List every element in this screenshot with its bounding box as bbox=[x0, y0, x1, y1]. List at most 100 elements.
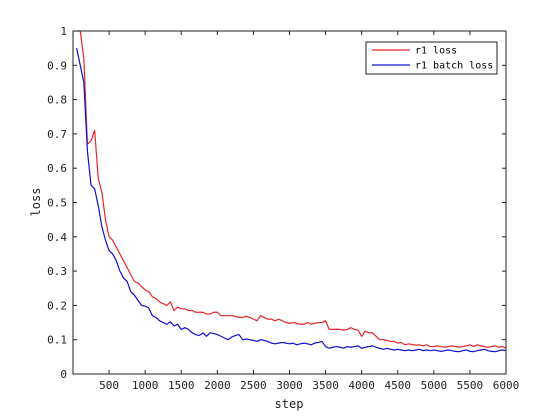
data-point-r1-batch-loss bbox=[408, 349, 409, 350]
data-point-r1-loss bbox=[329, 329, 330, 330]
data-point-r1-batch-loss bbox=[195, 334, 196, 335]
data-point-r1-loss bbox=[379, 339, 380, 340]
data-point-r1-batch-loss bbox=[134, 295, 135, 296]
data-point-r1-loss bbox=[325, 320, 326, 321]
data-point-r1-loss bbox=[282, 320, 283, 321]
data-point-r1-batch-loss bbox=[163, 322, 164, 323]
y-tick-label: 0.5 bbox=[47, 197, 67, 210]
x-tick-label: 3000 bbox=[276, 379, 303, 392]
data-point-r1-batch-loss bbox=[412, 350, 413, 351]
data-point-r1-loss bbox=[397, 343, 398, 344]
data-point-r1-batch-loss bbox=[271, 343, 272, 344]
plot-area-background bbox=[73, 31, 506, 374]
data-point-r1-batch-loss bbox=[422, 350, 423, 351]
data-point-r1-batch-loss bbox=[231, 336, 232, 337]
data-point-r1-batch-loss bbox=[498, 350, 499, 351]
data-point-r1-loss bbox=[202, 312, 203, 313]
data-point-r1-loss bbox=[271, 319, 272, 320]
data-point-r1-loss bbox=[484, 346, 485, 347]
data-point-r1-batch-loss bbox=[318, 342, 319, 343]
data-point-r1-batch-loss bbox=[448, 349, 449, 350]
data-point-r1-loss bbox=[303, 324, 304, 325]
data-point-r1-batch-loss bbox=[430, 350, 431, 351]
data-point-r1-loss bbox=[357, 330, 358, 331]
y-tick-label: 0.7 bbox=[47, 128, 67, 141]
data-point-r1-loss bbox=[314, 323, 315, 324]
data-point-r1-loss bbox=[383, 339, 384, 340]
data-point-r1-batch-loss bbox=[462, 350, 463, 351]
data-point-r1-loss bbox=[502, 346, 503, 347]
plot-area-frame bbox=[72, 30, 507, 375]
data-point-r1-loss bbox=[473, 346, 474, 347]
data-point-r1-batch-loss bbox=[220, 336, 221, 337]
x-tick-label: 2000 bbox=[204, 379, 231, 392]
data-point-r1-batch-loss bbox=[300, 343, 301, 344]
data-point-r1-batch-loss bbox=[137, 300, 138, 301]
x-tick-label: 4500 bbox=[385, 379, 412, 392]
data-point-r1-loss bbox=[368, 332, 369, 333]
legend-label-r1-batch-loss: r1 batch loss bbox=[415, 61, 493, 72]
data-point-r1-batch-loss bbox=[372, 345, 373, 346]
data-point-r1-loss bbox=[401, 342, 402, 343]
data-point-r1-batch-loss bbox=[242, 339, 243, 340]
data-point-r1-batch-loss bbox=[390, 349, 391, 350]
data-point-r1-loss bbox=[466, 345, 467, 346]
data-point-r1-loss bbox=[116, 246, 117, 247]
data-point-r1-loss bbox=[123, 260, 124, 261]
data-point-r1-loss bbox=[220, 315, 221, 316]
data-point-r1-loss bbox=[145, 289, 146, 290]
data-point-r1-batch-loss bbox=[264, 340, 265, 341]
data-point-r1-batch-loss bbox=[112, 253, 113, 254]
data-point-r1-loss bbox=[321, 322, 322, 323]
y-axis-label: loss bbox=[29, 188, 43, 217]
data-point-r1-loss bbox=[249, 317, 250, 318]
data-point-r1-batch-loss bbox=[307, 343, 308, 344]
data-point-r1-loss bbox=[372, 332, 373, 333]
data-point-r1-batch-loss bbox=[444, 350, 445, 351]
data-point-r1-batch-loss bbox=[368, 346, 369, 347]
data-point-r1-batch-loss bbox=[404, 350, 405, 351]
data-point-r1-loss bbox=[260, 315, 261, 316]
data-point-r1-loss bbox=[101, 192, 102, 193]
data-point-r1-batch-loss bbox=[491, 351, 492, 352]
data-point-r1-loss bbox=[264, 317, 265, 318]
data-point-r1-batch-loss bbox=[480, 349, 481, 350]
data-point-r1-loss bbox=[437, 345, 438, 346]
data-point-r1-loss bbox=[332, 329, 333, 330]
data-point-r1-batch-loss bbox=[336, 346, 337, 347]
data-point-r1-loss bbox=[163, 303, 164, 304]
data-point-r1-loss bbox=[278, 319, 279, 320]
data-point-r1-loss bbox=[444, 347, 445, 348]
data-point-r1-batch-loss bbox=[116, 260, 117, 261]
data-point-r1-loss bbox=[390, 341, 391, 342]
data-point-r1-loss bbox=[495, 345, 496, 346]
data-point-r1-loss bbox=[289, 323, 290, 324]
data-point-r1-batch-loss bbox=[325, 346, 326, 347]
data-point-r1-batch-loss bbox=[343, 348, 344, 349]
data-point-r1-loss bbox=[108, 236, 109, 237]
data-point-r1-loss bbox=[440, 346, 441, 347]
data-point-r1-loss bbox=[426, 344, 427, 345]
x-axis-label: step bbox=[275, 397, 304, 411]
data-point-r1-batch-loss bbox=[159, 320, 160, 321]
data-point-r1-loss bbox=[181, 308, 182, 309]
data-point-r1-batch-loss bbox=[119, 271, 120, 272]
data-point-r1-batch-loss bbox=[260, 339, 261, 340]
data-point-r1-loss bbox=[217, 312, 218, 313]
data-point-r1-loss bbox=[130, 274, 131, 275]
x-tick-label: 2500 bbox=[240, 379, 267, 392]
data-point-r1-batch-loss bbox=[303, 343, 304, 344]
data-point-r1-loss bbox=[296, 323, 297, 324]
data-point-r1-batch-loss bbox=[451, 350, 452, 351]
x-tick-label: 1500 bbox=[168, 379, 195, 392]
data-point-r1-batch-loss bbox=[177, 324, 178, 325]
legend-box bbox=[365, 41, 498, 75]
data-point-r1-batch-loss bbox=[94, 188, 95, 189]
data-point-r1-loss bbox=[184, 308, 185, 309]
data-point-r1-loss bbox=[94, 130, 95, 131]
data-point-r1-batch-loss bbox=[101, 226, 102, 227]
data-point-r1-batch-loss bbox=[437, 350, 438, 351]
data-point-r1-loss bbox=[455, 346, 456, 347]
series-line-r1-loss bbox=[76, 30, 507, 349]
